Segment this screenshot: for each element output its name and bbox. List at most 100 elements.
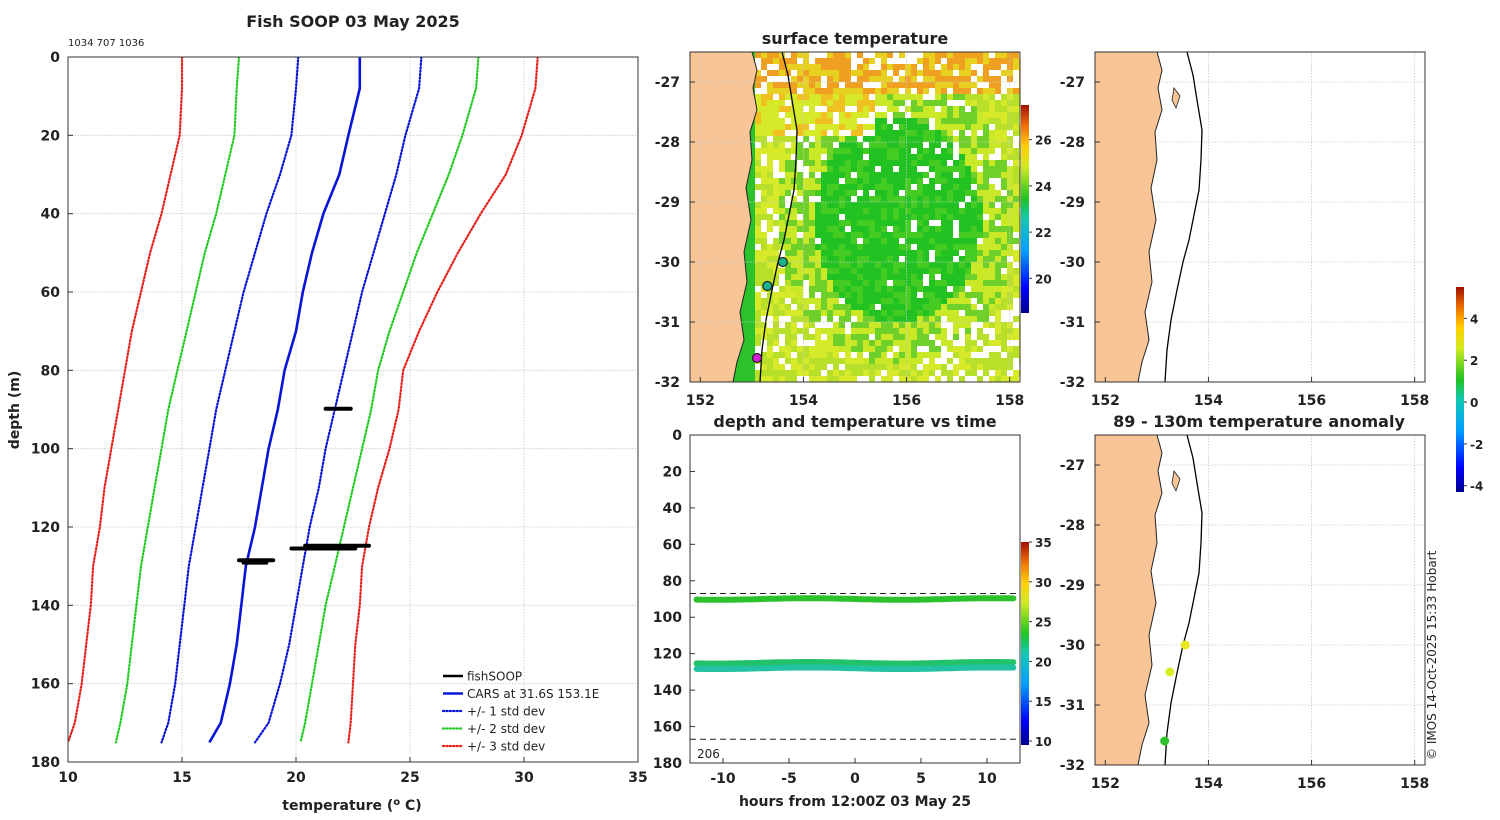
sst-cell	[857, 178, 863, 184]
sst-cell	[857, 94, 863, 100]
sst-cell	[869, 346, 875, 352]
sst-cell	[857, 208, 863, 214]
sst-cell	[869, 220, 875, 226]
sst-cell	[857, 280, 863, 286]
sst-cell	[983, 64, 989, 70]
sst-cell	[1001, 160, 1007, 166]
sst-cell	[773, 112, 779, 118]
sst-cell	[875, 76, 881, 82]
sst-cell	[953, 262, 959, 268]
sst-cell	[977, 112, 983, 118]
anomaly-cb-tick-label: -4	[1470, 480, 1483, 494]
sst-cell	[941, 352, 947, 358]
sst-cell	[941, 112, 947, 118]
sst-cell	[881, 298, 887, 304]
sst-cell	[779, 112, 785, 118]
sst-cell	[995, 82, 1001, 88]
sst-cell	[965, 106, 971, 112]
sst-cell	[809, 160, 815, 166]
sst-cell	[881, 310, 887, 316]
sst-cell	[929, 286, 935, 292]
sst-cell	[995, 286, 1001, 292]
sst-cb-tick-label: 20	[1035, 272, 1052, 286]
sst-cell	[755, 310, 761, 316]
sst-cell	[1001, 328, 1007, 334]
sst-cell	[1001, 232, 1007, 238]
sst-cell	[881, 76, 887, 82]
sst-cell	[929, 112, 935, 118]
sst-cell	[815, 190, 821, 196]
sst-cell	[821, 202, 827, 208]
sst-cell	[833, 178, 839, 184]
sst-cell	[1013, 196, 1019, 202]
sst-cell	[809, 370, 815, 376]
sst-cell	[779, 172, 785, 178]
sst-cell	[941, 346, 947, 352]
sst-cell	[995, 346, 1001, 352]
sst-cell	[941, 250, 947, 256]
sst-cell	[959, 316, 965, 322]
sst-cell	[983, 238, 989, 244]
sst-cell	[971, 160, 977, 166]
sst-cell	[761, 196, 767, 202]
sst-cell	[881, 94, 887, 100]
sst-cell	[833, 124, 839, 130]
sst-cell	[995, 136, 1001, 142]
sst-cell	[923, 112, 929, 118]
anomaly-map-xtick-label: 152	[1091, 776, 1120, 792]
sst-cell	[989, 160, 995, 166]
sst-cell	[929, 334, 935, 340]
sst-cell	[935, 184, 941, 190]
sst-cell	[953, 274, 959, 280]
sst-cell	[905, 106, 911, 112]
sst-cell	[911, 172, 917, 178]
sst-cell	[977, 160, 983, 166]
sst-cell	[1013, 376, 1019, 382]
sst-cell	[809, 256, 815, 262]
sst-cell	[935, 310, 941, 316]
profile-ytick-label: 100	[31, 442, 60, 458]
sst-cell	[839, 364, 845, 370]
sst-cell	[935, 250, 941, 256]
sst-cell	[929, 232, 935, 238]
sst-cell	[941, 298, 947, 304]
sst-cell	[923, 268, 929, 274]
sst-cell	[773, 172, 779, 178]
sst-cell	[815, 118, 821, 124]
sst-cell	[953, 82, 959, 88]
sst-cell	[875, 370, 881, 376]
sst-cell	[983, 322, 989, 328]
sst-cell	[869, 262, 875, 268]
sst-cell	[773, 370, 779, 376]
sst-cell	[995, 124, 1001, 130]
sst-cell	[887, 178, 893, 184]
sst-cell	[815, 370, 821, 376]
sst-cell	[839, 112, 845, 118]
sst-cell	[929, 148, 935, 154]
sst-cell	[767, 334, 773, 340]
sst-cell	[815, 310, 821, 316]
sst-cell	[857, 154, 863, 160]
sst-cell	[839, 268, 845, 274]
sst-cell	[1013, 298, 1019, 304]
sst-cell	[989, 250, 995, 256]
sst-cell	[971, 76, 977, 82]
sst-cell	[899, 64, 905, 70]
sst-cell	[881, 376, 887, 382]
sst-cell	[971, 196, 977, 202]
sst-cell	[845, 352, 851, 358]
sst-cell	[971, 328, 977, 334]
sst-cell	[839, 232, 845, 238]
sst-cell	[845, 334, 851, 340]
sst-cell	[797, 220, 803, 226]
time-cb-tick-label: 10	[1035, 735, 1052, 749]
sst-cell	[797, 256, 803, 262]
sst-heatmap-cells	[755, 52, 1020, 382]
sst-cell	[899, 208, 905, 214]
sst-cell	[983, 340, 989, 346]
sst-cell	[965, 166, 971, 172]
sst-cell	[881, 166, 887, 172]
sst-cell	[887, 142, 893, 148]
sst-cell	[893, 70, 899, 76]
sst-cell	[965, 268, 971, 274]
